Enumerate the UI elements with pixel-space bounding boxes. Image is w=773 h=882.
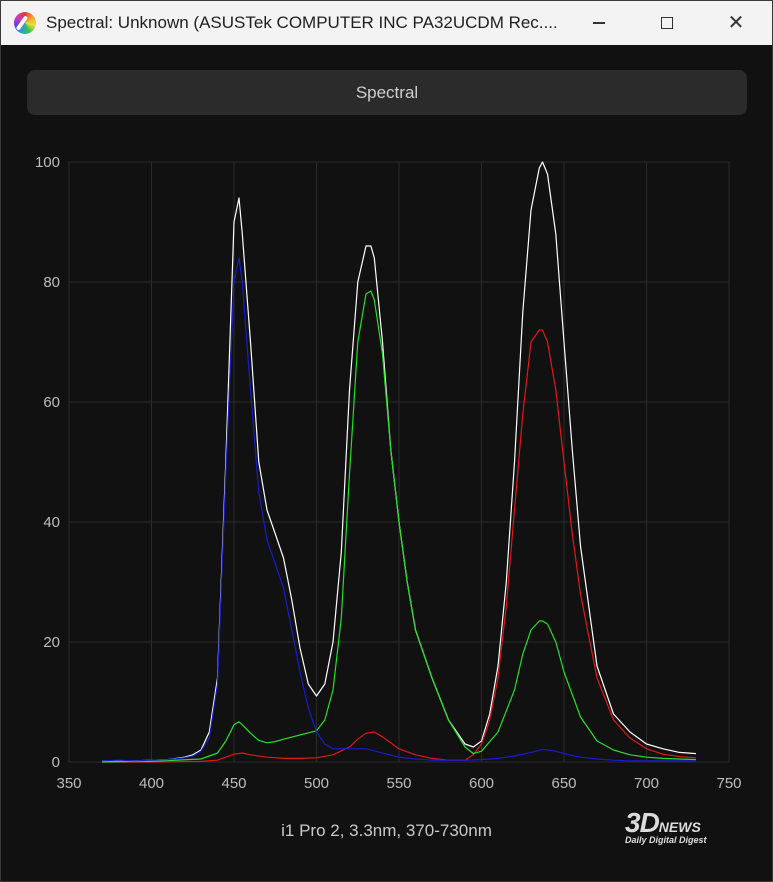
chart-series [101, 161, 697, 763]
series-line-blue [101, 257, 696, 762]
watermark-logo: 3DNEWS Daily Digital Digest [625, 807, 750, 851]
chart-grid [68, 161, 730, 763]
y-tick-label: 40 [43, 514, 60, 531]
y-tick-label: 0 [52, 754, 60, 771]
y-tick-label: 80 [43, 274, 60, 291]
x-tick-label: 750 [716, 775, 741, 792]
app-logo-icon [14, 12, 36, 34]
maximize-icon [661, 17, 673, 29]
x-tick-label: 700 [634, 775, 659, 792]
close-button[interactable]: ✕ [706, 1, 766, 45]
spectral-chart: 350 400 450 500 550 600 650 700 750 0 20 40 60 80 100 [35, 154, 742, 792]
minimize-button[interactable] [569, 1, 629, 45]
x-tick-label: 350 [56, 775, 81, 792]
x-tick-label: 550 [386, 775, 411, 792]
watermark-tagline: Daily Digital Digest [625, 835, 707, 845]
chart-axes: 350 400 450 500 550 600 650 700 750 0 20 40 60 80 100 [35, 154, 742, 792]
title-bar[interactable]: Spectral: Unknown (ASUSTek COMPUTER INC … [1, 1, 772, 45]
close-icon: ✕ [727, 12, 745, 34]
x-tick-label: 650 [551, 775, 576, 792]
series-line-green [101, 290, 697, 763]
maximize-button[interactable] [637, 1, 697, 45]
x-tick-label: 600 [469, 775, 494, 792]
x-tick-label: 450 [221, 775, 246, 792]
watermark-news: NEWS [658, 819, 701, 835]
watermark-brand: 3D [625, 807, 660, 838]
window-title: Spectral: Unknown (ASUSTek COMPUTER INC … [46, 13, 556, 32]
y-tick-label: 20 [43, 634, 60, 651]
x-tick-label: 400 [139, 775, 164, 792]
y-tick-label: 60 [43, 394, 60, 411]
x-tick-label: 500 [304, 775, 329, 792]
instrument-caption: i1 Pro 2, 3.3nm, 370-730nm [281, 821, 492, 840]
tab-spectral[interactable]: Spectral [27, 70, 747, 115]
y-tick-label: 100 [35, 154, 60, 171]
minimize-icon [593, 22, 605, 24]
